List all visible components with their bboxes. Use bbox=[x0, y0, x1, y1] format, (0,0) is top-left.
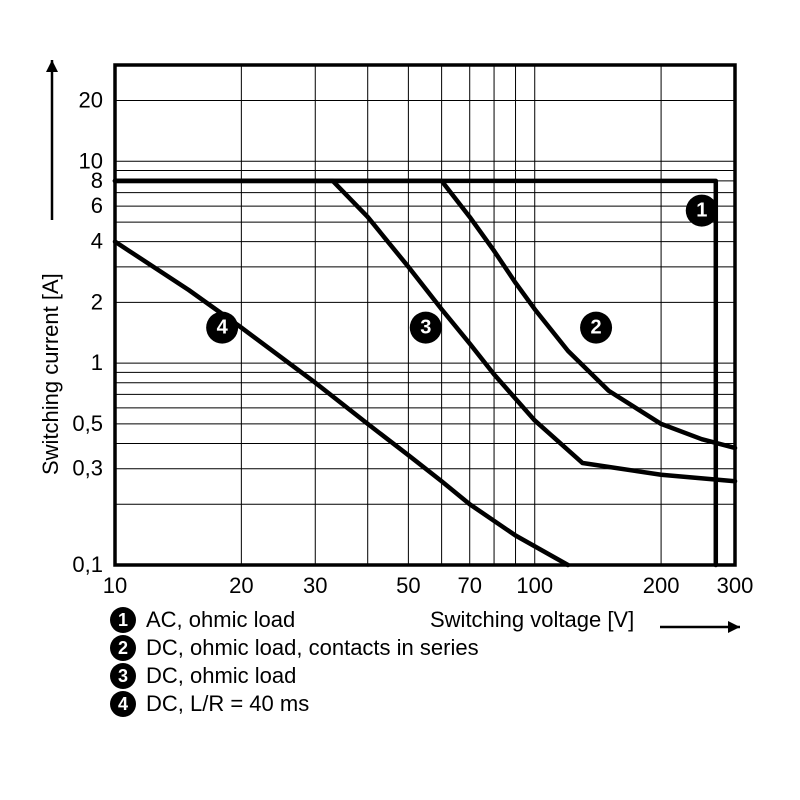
x-tick-label: 300 bbox=[717, 573, 754, 598]
legend-text-2: DC, ohmic load, contacts in series bbox=[146, 635, 479, 661]
y-tick-label: 10 bbox=[79, 148, 103, 173]
curve-marker-label-2: 2 bbox=[591, 317, 602, 339]
legend-item-4: 4 DC, L/R = 40 ms bbox=[110, 691, 479, 717]
legend-item-3: 3 DC, ohmic load bbox=[110, 663, 479, 689]
x-tick-label: 10 bbox=[103, 573, 127, 598]
curve-marker-label-3: 3 bbox=[420, 317, 431, 339]
y-tick-label: 6 bbox=[91, 193, 103, 218]
legend-item-1: 1 AC, ohmic load bbox=[110, 607, 479, 633]
curve-marker-label-4: 4 bbox=[217, 317, 229, 339]
y-tick-label: 2 bbox=[91, 289, 103, 314]
x-tick-label: 20 bbox=[229, 573, 253, 598]
legend-marker-2: 2 bbox=[110, 635, 136, 661]
legend: 1 AC, ohmic load 2 DC, ohmic load, contacts… bbox=[110, 605, 479, 719]
legend-text-3: DC, ohmic load bbox=[146, 663, 296, 689]
x-tick-label: 100 bbox=[516, 573, 553, 598]
y-tick-label: 20 bbox=[79, 88, 103, 113]
legend-item-2: 2 DC, ohmic load, contacts in series bbox=[110, 635, 479, 661]
legend-text-1: AC, ohmic load bbox=[146, 607, 295, 633]
legend-marker-4: 4 bbox=[110, 691, 136, 717]
x-tick-label: 50 bbox=[396, 573, 420, 598]
y-tick-label: 4 bbox=[91, 229, 103, 254]
x-tick-label: 200 bbox=[643, 573, 680, 598]
x-tick-label: 70 bbox=[457, 573, 481, 598]
y-tick-label: 1 bbox=[91, 350, 103, 375]
y-tick-label: 0,3 bbox=[72, 456, 103, 481]
legend-text-4: DC, L/R = 40 ms bbox=[146, 691, 309, 717]
curve-marker-label-1: 1 bbox=[696, 200, 707, 222]
chart-container: 123410203050701002003000,10,30,512468102… bbox=[0, 0, 800, 800]
x-tick-label: 30 bbox=[303, 573, 327, 598]
y-axis-label: Switching current [A] bbox=[38, 273, 63, 475]
legend-marker-3: 3 bbox=[110, 663, 136, 689]
y-tick-label: 0,1 bbox=[72, 552, 103, 577]
y-tick-label: 0,5 bbox=[72, 411, 103, 436]
legend-marker-1: 1 bbox=[110, 607, 136, 633]
